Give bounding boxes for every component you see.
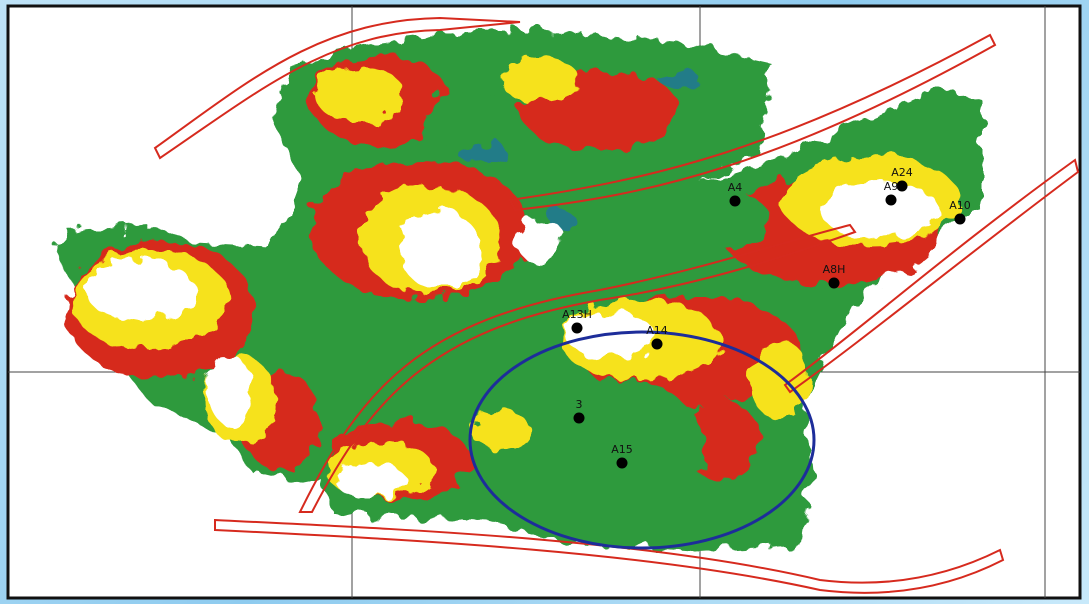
well-label: A4 bbox=[728, 181, 743, 194]
well-label: A9 bbox=[884, 180, 899, 193]
well-label: A13H bbox=[562, 308, 592, 321]
well-label: 3 bbox=[576, 398, 583, 411]
well-label: A15 bbox=[611, 443, 633, 456]
well-dot bbox=[730, 196, 741, 207]
well-dot bbox=[652, 339, 663, 350]
well-label: A8H bbox=[823, 263, 846, 276]
well-dot bbox=[617, 458, 628, 469]
well-dot bbox=[572, 323, 583, 334]
well-label: A10 bbox=[949, 199, 971, 212]
well-label: A24 bbox=[891, 166, 913, 179]
well-dot bbox=[886, 195, 897, 206]
well-dot bbox=[829, 278, 840, 289]
map: A4 A24A9 A10 A8H A13H A14 3 A15 bbox=[0, 0, 1089, 604]
well-dot bbox=[955, 214, 966, 225]
well-dot bbox=[574, 413, 585, 424]
well-label: A14 bbox=[646, 324, 668, 337]
